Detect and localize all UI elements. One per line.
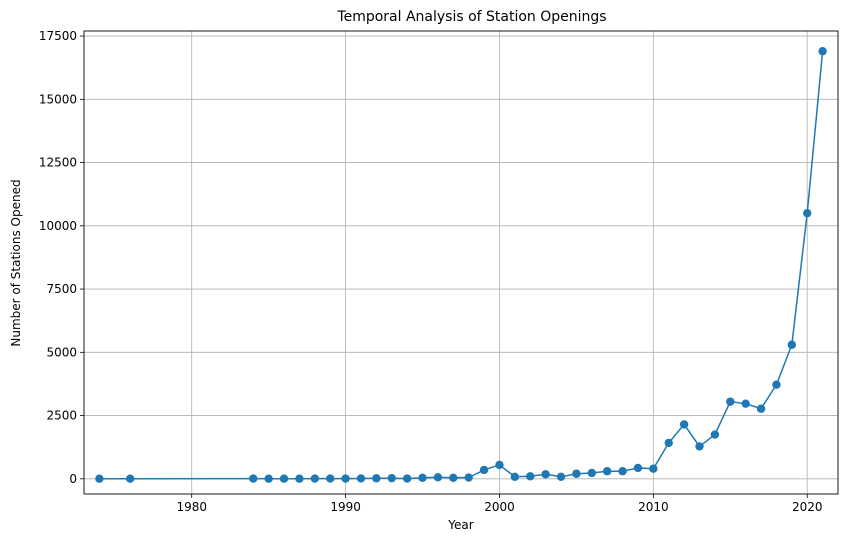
data-point — [495, 460, 504, 470]
data-point — [372, 474, 381, 483]
y-tick-label: 7500 — [46, 282, 77, 296]
data-point — [695, 442, 704, 451]
y-axis-label: Number of Stations Opened — [9, 179, 23, 346]
x-tick-label: 2020 — [792, 500, 823, 514]
data-point — [649, 464, 658, 473]
y-tick-label: 10000 — [39, 219, 77, 233]
data-point — [341, 474, 350, 483]
data-point — [602, 467, 612, 476]
data-point — [787, 340, 797, 349]
data-point — [279, 474, 289, 483]
data-series — [95, 47, 827, 483]
series-line — [99, 51, 824, 480]
y-tick-label: 0 — [69, 472, 77, 486]
data-point — [295, 474, 304, 483]
x-tick-label: 1990 — [330, 500, 361, 514]
data-point — [433, 473, 443, 482]
data-point — [125, 474, 135, 483]
data-point — [772, 380, 781, 389]
data-point — [387, 473, 396, 483]
data-point — [479, 465, 489, 475]
data-point — [741, 399, 750, 408]
data-point — [726, 397, 735, 406]
data-point — [664, 438, 673, 448]
y-tick-label: 2500 — [46, 409, 77, 423]
x-axis-label: Year — [447, 518, 473, 532]
data-point — [418, 473, 427, 483]
data-point — [310, 474, 320, 483]
data-point — [264, 474, 273, 483]
data-point — [679, 420, 689, 429]
y-tick-label: 17500 — [39, 29, 77, 43]
data-point — [556, 472, 566, 481]
data-point — [402, 474, 412, 483]
data-point — [618, 467, 627, 476]
data-point — [756, 404, 766, 413]
x-tick-label: 1980 — [176, 500, 207, 514]
data-point — [95, 474, 104, 483]
x-tick-label: 2000 — [484, 500, 515, 514]
x-tick-label: 2010 — [638, 500, 669, 514]
y-tick-label: 15000 — [39, 92, 77, 106]
data-point — [249, 474, 258, 483]
chart-title: Temporal Analysis of Station Openings — [336, 9, 606, 25]
data-point — [510, 472, 520, 481]
data-point — [633, 463, 643, 473]
y-axis-ticks: 0 2500 5000 7500 10000 12500 15000 17500 — [39, 29, 84, 486]
data-point — [356, 474, 366, 483]
data-point — [572, 469, 581, 478]
data-point — [464, 473, 473, 482]
y-tick-label: 5000 — [46, 345, 77, 359]
plot-area-frame — [83, 30, 839, 495]
y-tick-label: 12500 — [39, 156, 77, 170]
data-point — [541, 470, 550, 479]
data-point — [818, 47, 827, 56]
data-point — [803, 208, 812, 218]
data-point — [326, 474, 335, 483]
data-point — [526, 472, 535, 481]
data-point — [710, 430, 720, 439]
x-axis-ticks: 1980 1990 2000 2010 2020 — [176, 494, 822, 514]
data-point — [449, 473, 458, 483]
data-point — [587, 468, 596, 478]
